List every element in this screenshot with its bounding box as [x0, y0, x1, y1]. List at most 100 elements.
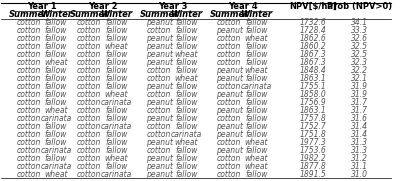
Text: cotton: cotton — [16, 106, 41, 115]
Text: fallow: fallow — [105, 58, 128, 67]
Text: cotton: cotton — [77, 138, 101, 147]
Text: Winter: Winter — [240, 10, 272, 19]
Text: Winter: Winter — [100, 10, 132, 19]
Text: cotton: cotton — [147, 106, 171, 115]
Text: fallow: fallow — [45, 42, 67, 51]
Text: carinata: carinata — [101, 98, 132, 107]
Text: fallow: fallow — [45, 34, 67, 43]
Text: cotton: cotton — [77, 26, 101, 35]
Text: cotton: cotton — [16, 146, 41, 155]
Text: 31.1: 31.1 — [351, 162, 368, 171]
Text: 1867.3: 1867.3 — [300, 50, 326, 59]
Text: cotton: cotton — [217, 154, 242, 163]
Text: 1862.6: 1862.6 — [300, 34, 326, 43]
Text: Year 3: Year 3 — [158, 2, 188, 11]
Text: cotton: cotton — [16, 58, 41, 67]
Text: fallow: fallow — [175, 90, 198, 99]
Text: fallow: fallow — [45, 90, 67, 99]
Text: fallow: fallow — [45, 18, 67, 27]
Text: fallow: fallow — [105, 82, 128, 91]
Text: fallow: fallow — [105, 106, 128, 115]
Text: fallow: fallow — [45, 82, 67, 91]
Text: fallow: fallow — [105, 66, 128, 75]
Text: 1863.1: 1863.1 — [300, 74, 326, 83]
Text: 1732.6: 1732.6 — [300, 18, 326, 27]
Text: cotton: cotton — [77, 18, 101, 27]
Text: 1977.3: 1977.3 — [300, 138, 326, 147]
Text: fallow: fallow — [175, 170, 198, 179]
Text: 32.5: 32.5 — [351, 50, 368, 59]
Text: Winter: Winter — [40, 10, 72, 19]
Text: wheat: wheat — [245, 162, 268, 171]
Text: cotton: cotton — [77, 34, 101, 43]
Text: NPV[$/ha]: NPV[$/ha] — [289, 2, 337, 11]
Text: 1848.4: 1848.4 — [300, 66, 326, 75]
Text: peanut: peanut — [216, 130, 243, 139]
Text: cotton: cotton — [217, 50, 242, 59]
Text: Summer: Summer — [210, 10, 249, 19]
Text: fallow: fallow — [245, 146, 268, 155]
Text: cotton: cotton — [16, 26, 41, 35]
Text: cotton: cotton — [77, 154, 101, 163]
Text: fallow: fallow — [105, 114, 128, 123]
Text: carinata: carinata — [40, 146, 72, 155]
Text: fallow: fallow — [175, 98, 198, 107]
Text: fallow: fallow — [45, 74, 67, 83]
Text: fallow: fallow — [175, 122, 198, 131]
Text: 31.2: 31.2 — [351, 154, 368, 163]
Text: peanut: peanut — [146, 98, 173, 107]
Text: cotton: cotton — [147, 146, 171, 155]
Text: 1757.8: 1757.8 — [300, 114, 326, 123]
Text: carinata: carinata — [101, 122, 132, 131]
Text: 1982.2: 1982.2 — [300, 154, 326, 163]
Text: peanut: peanut — [146, 18, 173, 27]
Text: cotton: cotton — [217, 162, 242, 171]
Text: wheat: wheat — [175, 74, 198, 83]
Text: cotton: cotton — [16, 122, 41, 131]
Text: cotton: cotton — [217, 170, 242, 179]
Text: cotton: cotton — [147, 26, 171, 35]
Text: fallow: fallow — [175, 58, 198, 67]
Text: peanut: peanut — [216, 90, 243, 99]
Text: peanut: peanut — [146, 114, 173, 123]
Text: 31.7: 31.7 — [351, 106, 368, 115]
Text: fallow: fallow — [245, 106, 268, 115]
Text: peanut: peanut — [146, 138, 173, 147]
Text: 32.1: 32.1 — [351, 74, 368, 83]
Text: carinata: carinata — [40, 114, 72, 123]
Text: peanut: peanut — [146, 154, 173, 163]
Text: Summer: Summer — [9, 10, 48, 19]
Text: fallow: fallow — [175, 154, 198, 163]
Text: fallow: fallow — [245, 50, 268, 59]
Text: cotton: cotton — [16, 66, 41, 75]
Text: fallow: fallow — [245, 114, 268, 123]
Text: fallow: fallow — [105, 162, 128, 171]
Text: cotton: cotton — [217, 18, 242, 27]
Text: peanut: peanut — [146, 82, 173, 91]
Text: 31.6: 31.6 — [351, 114, 368, 123]
Text: peanut: peanut — [146, 162, 173, 171]
Text: 1752.7: 1752.7 — [300, 122, 326, 131]
Text: 31.9: 31.9 — [351, 82, 368, 91]
Text: wheat: wheat — [175, 50, 198, 59]
Text: peanut: peanut — [146, 50, 173, 59]
Text: cotton: cotton — [16, 170, 41, 179]
Text: wheat: wheat — [44, 58, 68, 67]
Text: peanut: peanut — [216, 26, 243, 35]
Text: wheat: wheat — [104, 90, 128, 99]
Text: cotton: cotton — [16, 42, 41, 51]
Text: fallow: fallow — [245, 18, 268, 27]
Text: 31.3: 31.3 — [351, 138, 368, 147]
Text: wheat: wheat — [44, 170, 68, 179]
Text: cotton: cotton — [77, 50, 101, 59]
Text: wheat: wheat — [245, 154, 268, 163]
Text: fallow: fallow — [245, 58, 268, 67]
Text: peanut: peanut — [216, 146, 243, 155]
Text: fallow: fallow — [105, 18, 128, 27]
Text: fallow: fallow — [175, 146, 198, 155]
Text: cotton: cotton — [16, 154, 41, 163]
Text: fallow: fallow — [45, 50, 67, 59]
Text: cotton: cotton — [16, 18, 41, 27]
Text: fallow: fallow — [245, 170, 268, 179]
Text: cotton: cotton — [147, 74, 171, 83]
